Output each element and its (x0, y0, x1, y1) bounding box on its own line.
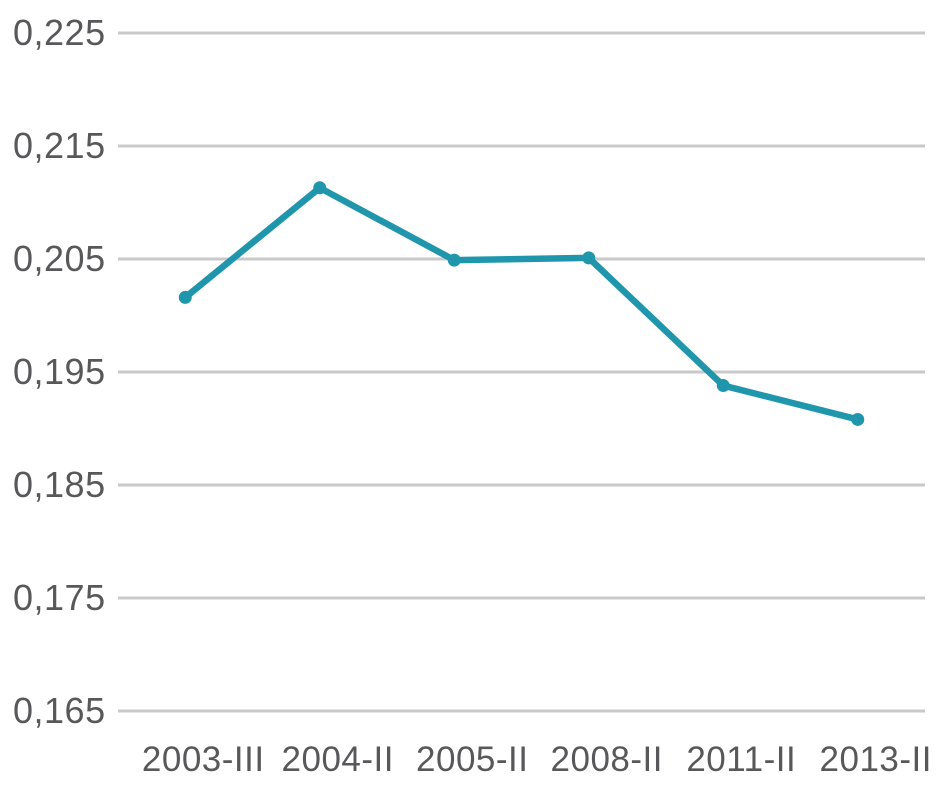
y-tick-label: 0,165 (13, 690, 106, 731)
x-tick-label: 2011-II (686, 740, 797, 779)
x-tick-label: 2013-II (819, 740, 932, 779)
x-tick-label: 2005-II (416, 740, 529, 779)
data-point (447, 253, 461, 267)
y-tick-label: 0,185 (13, 464, 106, 505)
data-point (851, 412, 865, 426)
y-tick-label: 0,205 (13, 238, 106, 279)
x-tick-label: 2004-II (281, 740, 394, 779)
data-point (178, 290, 192, 304)
data-point (582, 251, 596, 265)
data-line (182, 184, 861, 423)
y-tick-label: 0,215 (13, 125, 106, 166)
y-tick-label: 0,225 (13, 12, 106, 53)
data-point (716, 379, 730, 393)
x-tick-label: 2003-III (141, 740, 265, 779)
y-tick-label: 0,195 (13, 351, 106, 392)
data-point (313, 181, 327, 195)
y-tick-label: 0,175 (13, 577, 106, 618)
x-tick-label: 2008-II (550, 740, 663, 779)
